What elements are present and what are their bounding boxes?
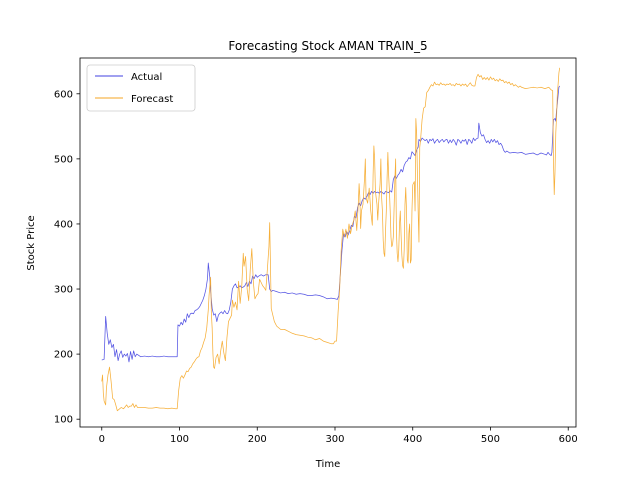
x-tick-label: 0 — [99, 434, 105, 445]
y-tick-label: 400 — [54, 219, 73, 230]
plot-area — [80, 58, 576, 427]
y-tick-label: 100 — [54, 415, 73, 426]
series-line-forecast — [101, 67, 561, 412]
x-tick-label: 500 — [481, 434, 500, 445]
x-axis-title: Time — [315, 459, 340, 470]
x-axis: 0 100 200 300 400 500 600 — [99, 427, 578, 445]
x-tick-label: 200 — [248, 434, 267, 445]
legend-label-forecast: Forecast — [131, 94, 173, 105]
y-axis: 100 200 300 400 500 600 — [54, 89, 80, 426]
chart-title: Forecasting Stock AMAN TRAIN_5 — [228, 39, 427, 53]
series-line-actual — [101, 85, 560, 363]
plot-frame — [79, 57, 577, 428]
y-tick-label: 500 — [54, 154, 73, 165]
x-tick-label: 400 — [403, 434, 422, 445]
y-tick-label: 200 — [54, 350, 73, 361]
y-tick-label: 300 — [54, 285, 73, 296]
y-axis-title: Stock Price — [26, 215, 37, 270]
y-tick-label: 600 — [54, 89, 73, 100]
legend: Actual Forecast — [86, 64, 196, 112]
legend-label-actual: Actual — [131, 72, 162, 83]
x-tick-label: 600 — [559, 434, 578, 445]
x-tick-label: 300 — [325, 434, 344, 445]
x-tick-label: 100 — [170, 434, 189, 445]
series-layer — [101, 67, 561, 412]
